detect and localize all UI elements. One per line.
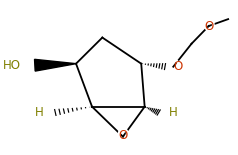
Polygon shape: [35, 59, 76, 71]
Text: O: O: [204, 20, 213, 33]
Text: O: O: [118, 129, 128, 142]
Text: O: O: [167, 59, 179, 74]
Text: O: O: [173, 60, 183, 73]
Text: O: O: [117, 128, 129, 143]
Text: H: H: [169, 106, 177, 119]
Text: H: H: [35, 106, 44, 119]
Text: HO: HO: [3, 59, 21, 72]
Text: O: O: [203, 19, 215, 33]
